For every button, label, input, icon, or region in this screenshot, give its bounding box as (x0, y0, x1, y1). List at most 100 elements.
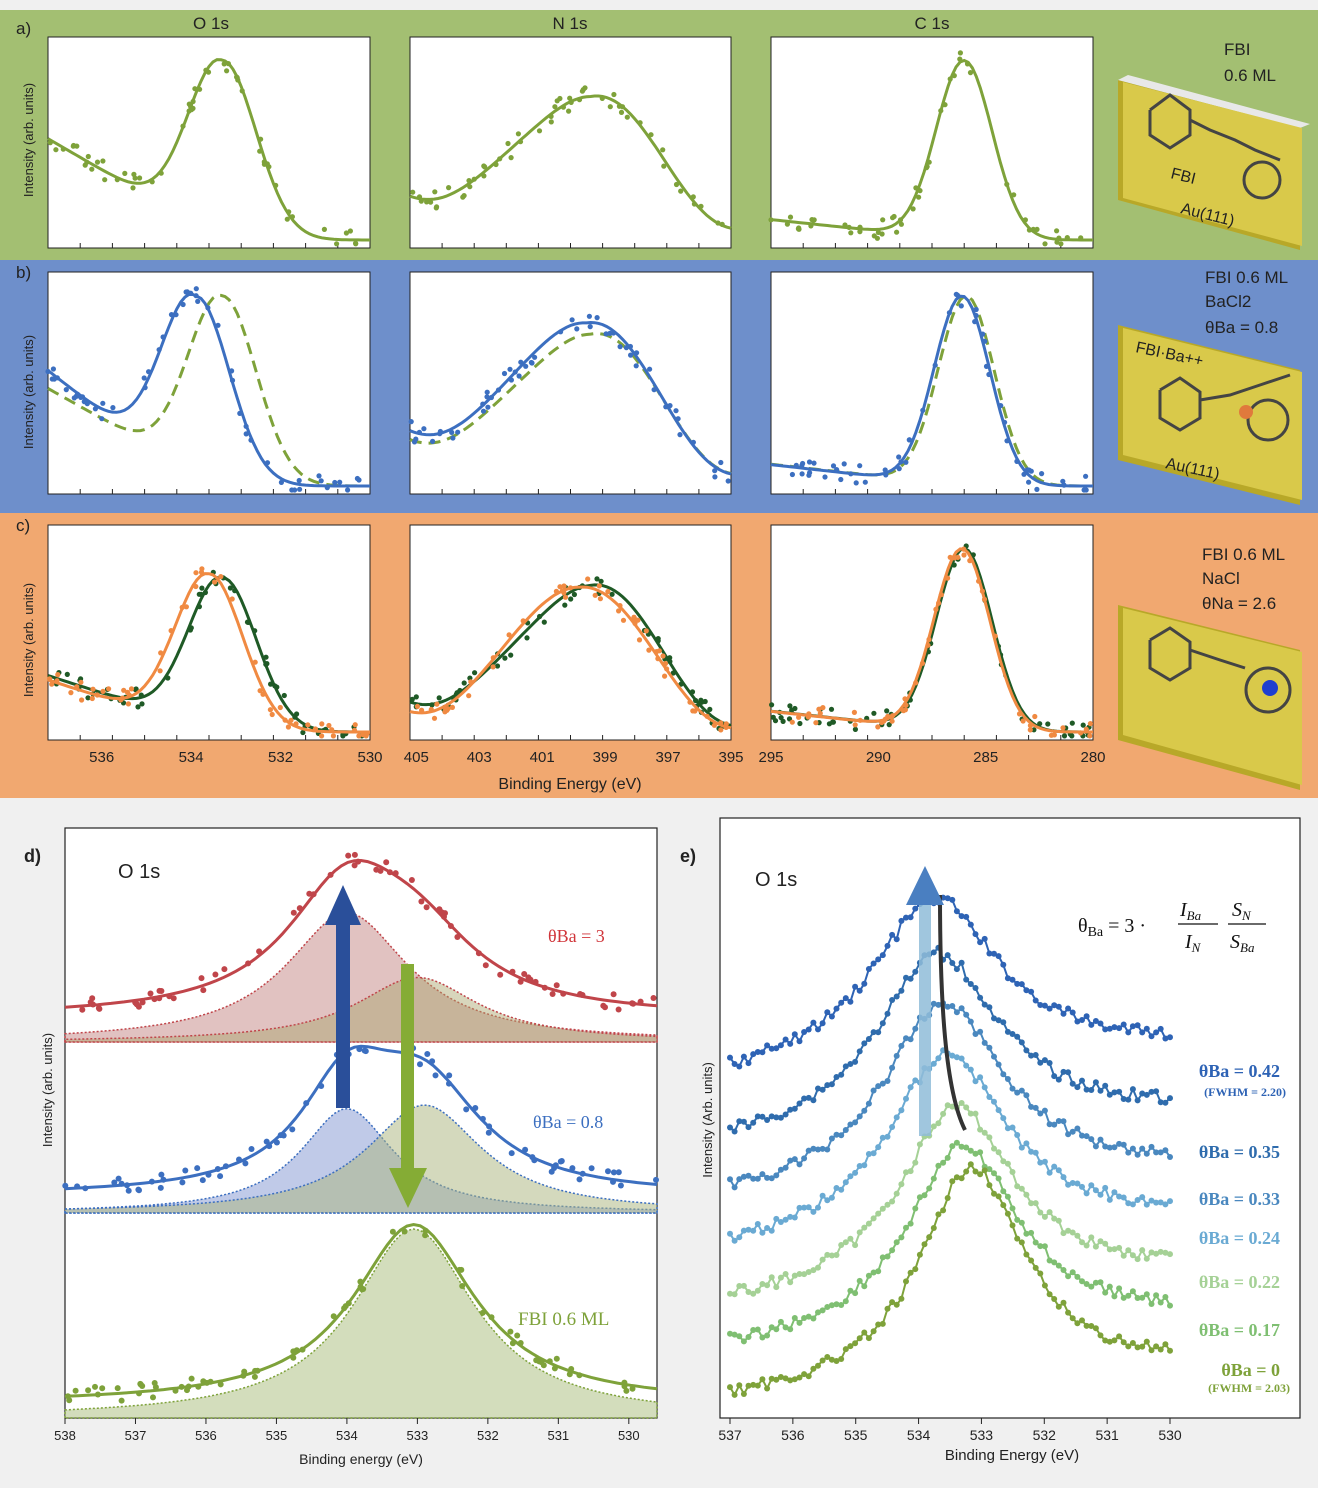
data-point (935, 1211, 942, 1218)
data-point (1134, 1344, 1141, 1351)
data-point (114, 177, 120, 183)
data-point (332, 479, 338, 486)
data-point (750, 1290, 757, 1297)
data-point (981, 1129, 988, 1136)
data-point (851, 709, 858, 716)
data-point (281, 692, 287, 699)
data-point (1106, 1144, 1113, 1151)
data-point (764, 1042, 771, 1049)
data-point (357, 1283, 364, 1290)
tick-label: 397 (656, 749, 681, 766)
tick-label: 535 (266, 1428, 288, 1443)
data-point (1055, 1262, 1062, 1269)
data-point (691, 201, 698, 207)
data-point (880, 217, 886, 223)
data-point (903, 1278, 909, 1285)
data-point (460, 194, 466, 200)
data-point (633, 363, 639, 369)
data-point (518, 359, 524, 365)
data-point (857, 463, 863, 469)
data-point (546, 1358, 553, 1365)
data-point (1000, 1158, 1007, 1165)
data-point (266, 164, 272, 170)
data-point (1060, 1267, 1067, 1273)
data-point (740, 1173, 747, 1180)
data-point (1083, 1086, 1090, 1093)
data-point (329, 727, 335, 733)
data-point (870, 1215, 877, 1222)
data-point (979, 588, 986, 594)
data-point (828, 1194, 835, 1201)
tick-label: 538 (54, 1428, 76, 1443)
data-point (661, 163, 667, 169)
data-point (85, 153, 91, 160)
data-point (437, 428, 443, 435)
data-point (670, 670, 676, 676)
data-point (796, 226, 802, 232)
data-point (894, 229, 900, 235)
data-point (566, 108, 572, 114)
data-point (434, 701, 440, 707)
data-point (972, 1110, 979, 1117)
data-point (1021, 471, 1027, 477)
data-point (861, 980, 868, 987)
data-point (667, 403, 673, 409)
molecule-c (1148, 626, 1292, 714)
data-point (268, 681, 274, 687)
data-point (594, 315, 600, 321)
ylabel-a: Intensity (arb. units) (21, 83, 36, 197)
data-point (662, 660, 669, 667)
data-point (926, 1185, 933, 1192)
data-point (488, 394, 494, 401)
data-point (1083, 1013, 1090, 1020)
data-point (754, 1382, 761, 1389)
data-point (532, 354, 538, 360)
data-point (1162, 1249, 1169, 1256)
data-point (536, 1358, 543, 1365)
data-point (853, 480, 859, 486)
data-point (886, 722, 892, 728)
data-point (1028, 988, 1035, 995)
data-point (421, 426, 427, 432)
data-point (634, 350, 640, 356)
data-point (1027, 722, 1033, 729)
data-point (810, 1365, 817, 1372)
data-point (1037, 1243, 1044, 1250)
data-point (1069, 733, 1075, 739)
data-point (643, 628, 649, 634)
data-point (1056, 235, 1062, 241)
data-point (916, 194, 922, 200)
data-point (1125, 1343, 1132, 1350)
data-point (754, 1175, 761, 1182)
data-point (1139, 1029, 1146, 1036)
data-point (574, 326, 580, 332)
data-point (356, 733, 362, 739)
data-point (1018, 1185, 1025, 1192)
data-point (168, 628, 174, 634)
data-point (1111, 1293, 1118, 1300)
data-point (1069, 1080, 1076, 1087)
data-point (865, 1036, 872, 1042)
data-point (617, 603, 623, 609)
data-point (830, 463, 837, 469)
data-point (1060, 1068, 1067, 1075)
data-point (787, 214, 794, 220)
data-point (1125, 1200, 1132, 1207)
data-point (522, 1146, 529, 1153)
data-point (926, 1234, 933, 1241)
data-point (53, 147, 59, 153)
data-point (1069, 1180, 1076, 1186)
data-point (532, 978, 539, 985)
data-point (787, 1106, 794, 1113)
data-point (805, 1204, 812, 1211)
data-point (882, 467, 888, 473)
data-point (621, 1383, 628, 1390)
data-point (467, 184, 473, 190)
data-point (1078, 235, 1084, 241)
data-point (898, 459, 904, 465)
data-point (852, 722, 858, 728)
tick-label: 537 (125, 1428, 147, 1443)
plot-frame (409, 524, 732, 741)
data-point (1014, 980, 1021, 987)
data-point (1116, 1025, 1123, 1032)
